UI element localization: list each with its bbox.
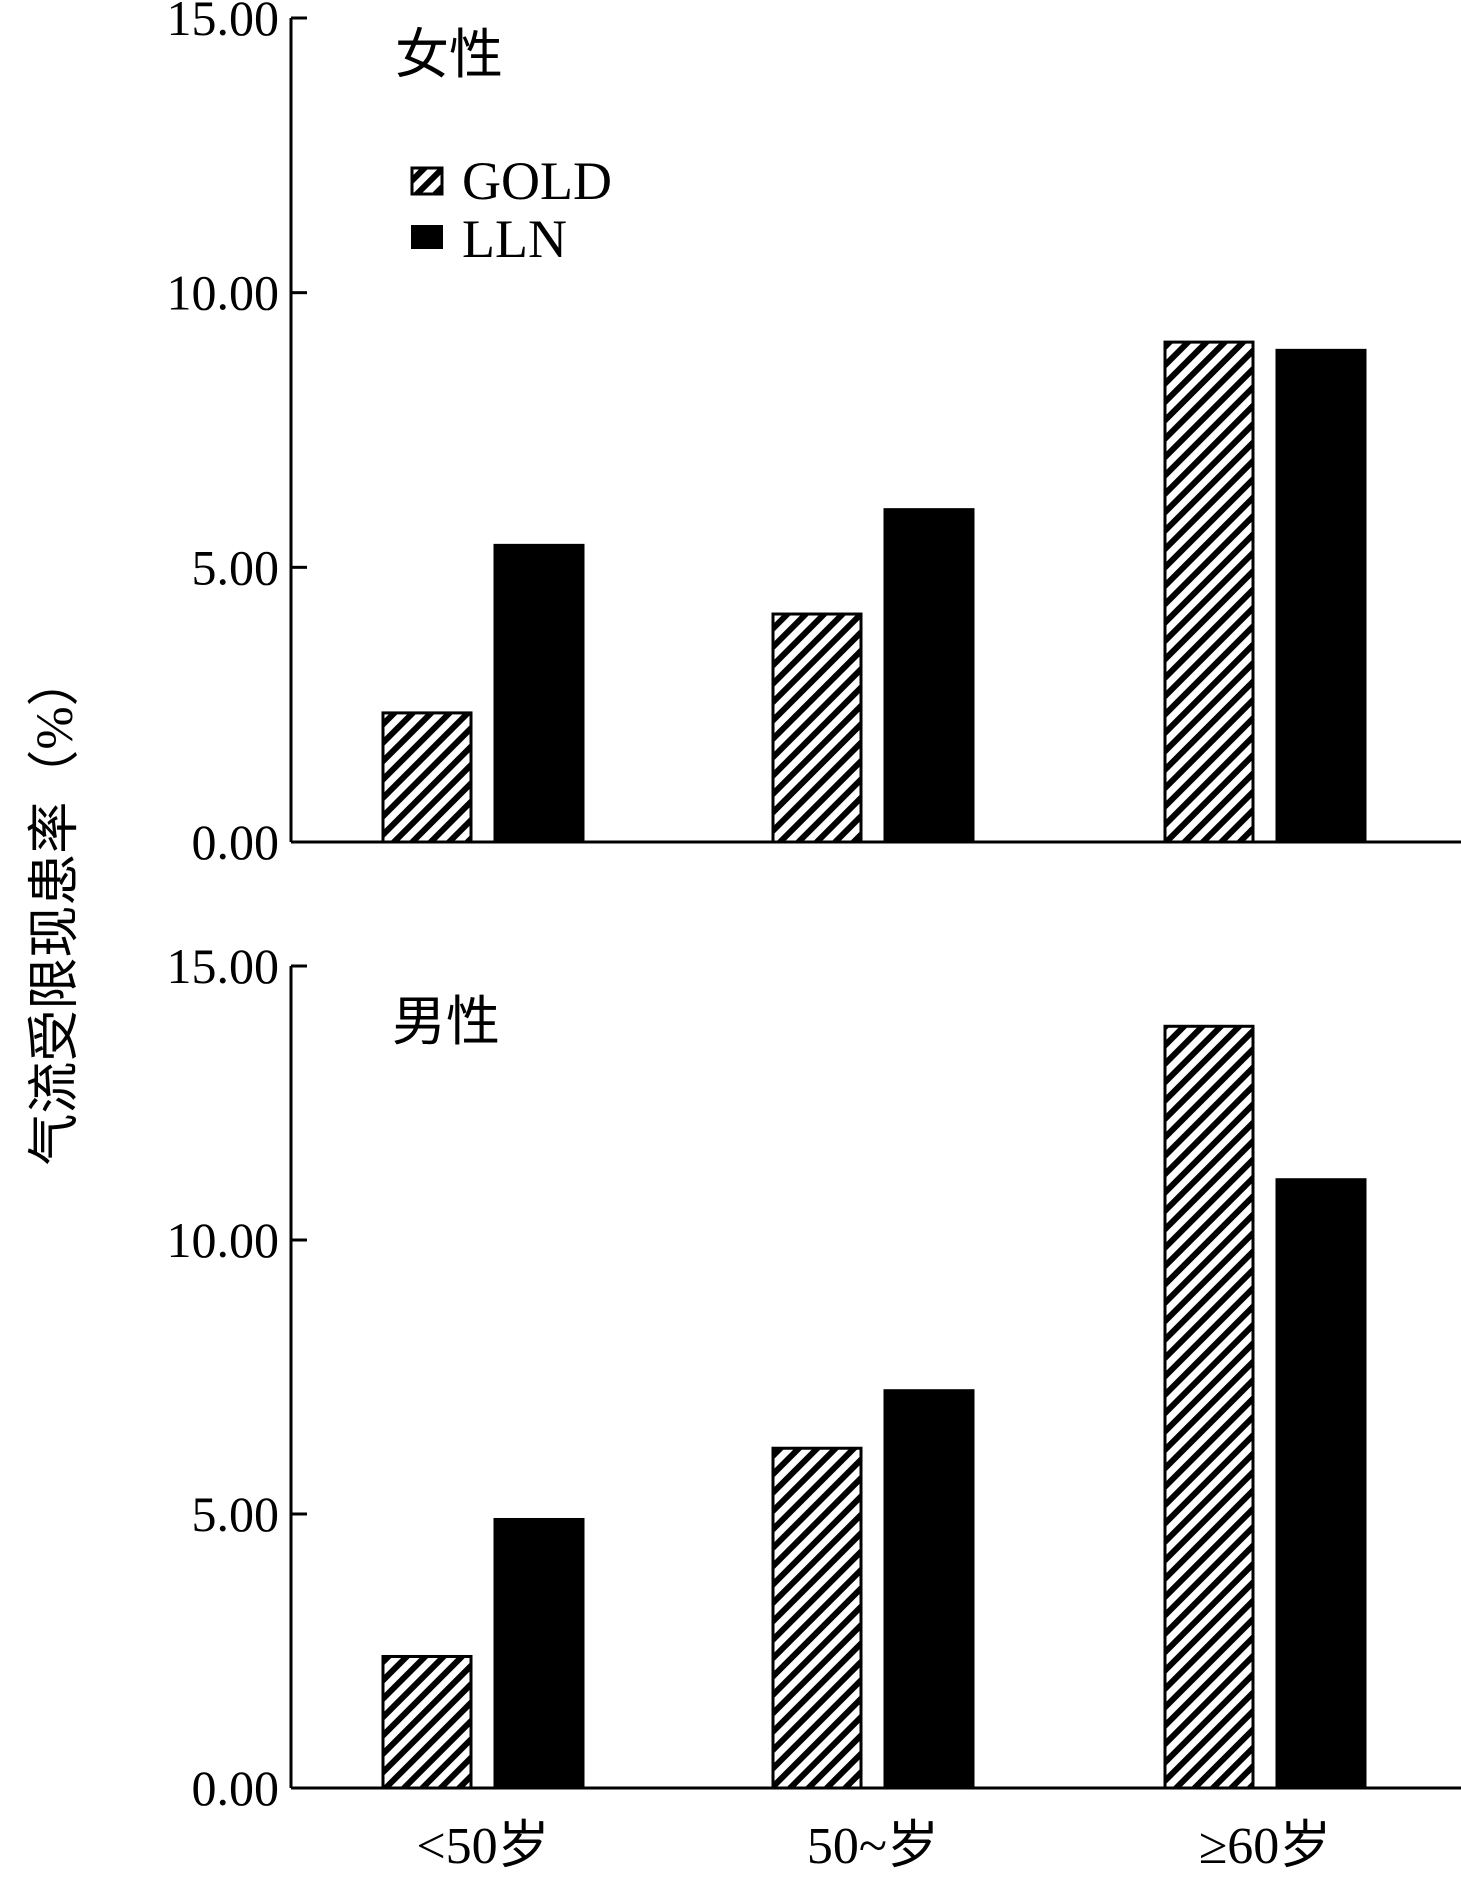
legend-label-lln: LLN — [462, 209, 567, 269]
panel-male: 男性 0.00 5.00 10.00 15.00 <50岁 50~岁 ≥60岁 — [167, 938, 1461, 1875]
y-axis-label: 气流受限现患率（%） — [27, 654, 84, 1165]
bar-gold-1 — [771, 1446, 863, 1790]
y-tick-label: 15.00 — [167, 0, 280, 46]
x-category-label: <50岁 — [416, 1818, 549, 1875]
bar-gold-2 — [1163, 1024, 1255, 1790]
y-tick-label: 5.00 — [192, 539, 280, 595]
bar-lln-1 — [883, 1389, 975, 1790]
bar-gold-0 — [381, 711, 473, 844]
bar-gold-1 — [771, 612, 863, 844]
x-category-label: ≥60岁 — [1199, 1818, 1332, 1875]
legend-swatch-gold — [410, 166, 444, 196]
bar-lln-1 — [883, 508, 975, 844]
y-tick-label: 0.00 — [192, 814, 280, 870]
legend: GOLD LLN — [410, 151, 612, 269]
bar-lln-2 — [1275, 348, 1367, 844]
panel-title: 男性 — [392, 992, 500, 1052]
legend-swatch-lln — [411, 225, 443, 249]
legend-label-gold: GOLD — [462, 151, 612, 211]
y-tick-label: 10.00 — [167, 265, 280, 321]
y-tick-label: 5.00 — [192, 1486, 280, 1542]
bar-lln-0 — [493, 1517, 585, 1790]
y-tick-label: 10.00 — [167, 1212, 280, 1268]
bar-gold-2 — [1163, 340, 1255, 844]
bar-gold-0 — [381, 1654, 473, 1790]
bar-lln-2 — [1275, 1178, 1367, 1790]
panel-title: 女性 — [395, 25, 503, 85]
bar-lln-0 — [493, 543, 585, 844]
x-category-label: 50~岁 — [807, 1818, 939, 1875]
panel-female: 女性 0.00 5.00 10.00 15.00 — [167, 0, 1461, 870]
y-tick-label: 0.00 — [192, 1760, 280, 1816]
y-tick-label: 15.00 — [167, 938, 280, 994]
